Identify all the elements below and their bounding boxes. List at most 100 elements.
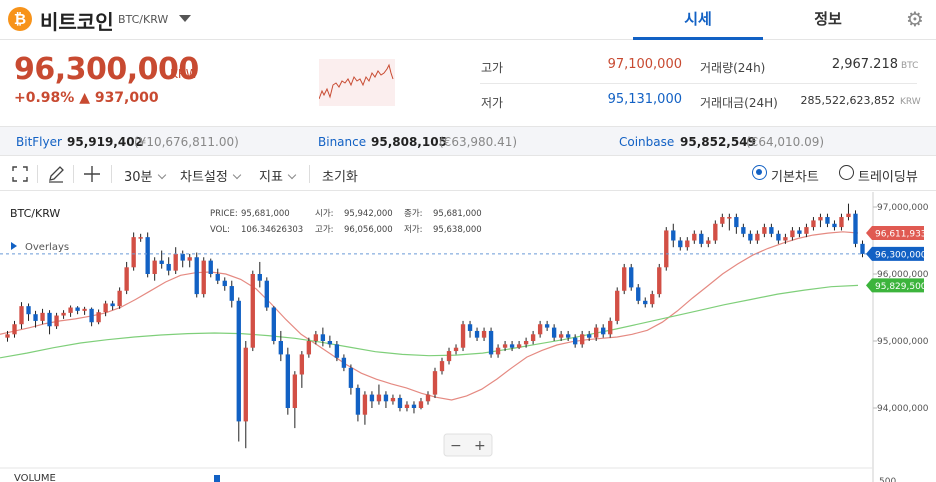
candle <box>474 330 480 338</box>
candle <box>47 312 52 327</box>
candle <box>530 334 536 341</box>
fullscreen-icon[interactable] <box>12 166 28 182</box>
candle <box>713 223 718 241</box>
exchange-name-coinbase[interactable]: Coinbase <box>619 135 675 149</box>
change-amount: ▲ 937,000 <box>79 90 159 106</box>
y-axis-tick: 96,000,000 <box>877 270 929 280</box>
candle <box>292 374 298 408</box>
info-price-label: PRICE: <box>210 209 238 219</box>
candle <box>825 217 830 224</box>
candle <box>797 230 802 234</box>
candle <box>173 253 178 271</box>
candle <box>748 233 753 241</box>
chart-settings-select[interactable]: 차트설정 <box>180 166 242 185</box>
candle <box>832 223 837 228</box>
ma-short-tag: 96,611,933 <box>875 230 927 240</box>
zoom-in-button[interactable]: + <box>474 438 486 454</box>
candle <box>502 344 508 348</box>
candle <box>853 213 858 244</box>
exchange-name-binance[interactable]: Binance <box>318 135 367 149</box>
candle <box>383 394 389 402</box>
candle <box>467 324 473 331</box>
candle <box>720 217 725 224</box>
value-label: 거래대금(24H) <box>700 96 778 110</box>
tradingview-radio[interactable] <box>839 165 854 180</box>
candle <box>208 260 213 274</box>
tab-info[interactable]: 정보 <box>814 10 842 28</box>
indicators-label: 지표 <box>259 170 283 185</box>
candle <box>804 227 809 234</box>
pencil-icon[interactable] <box>47 165 65 183</box>
volume-bar <box>214 475 220 482</box>
ma-long-tag: 95,829,500 <box>875 282 927 292</box>
y-axis-tick: 95,000,000 <box>877 337 929 347</box>
candle <box>138 237 143 239</box>
y-axis-tick: 97,000,000 <box>877 203 929 213</box>
indicators-select[interactable]: 지표 <box>259 166 297 185</box>
info-low-label: 저가: <box>404 225 423 235</box>
reset-button[interactable]: 초기화 <box>322 170 358 185</box>
candle <box>565 334 571 338</box>
exchange-name-bitflyer[interactable]: BitFlyer <box>16 135 62 149</box>
coin-dropdown-icon[interactable] <box>179 15 191 22</box>
candle <box>264 280 269 308</box>
tab-price[interactable]: 시세 <box>633 0 763 40</box>
gear-icon[interactable]: ⚙ <box>906 7 924 31</box>
chevron-down-icon <box>287 170 297 180</box>
crosshair-icon[interactable] <box>83 165 101 183</box>
candle <box>229 286 234 301</box>
candle <box>790 230 795 238</box>
candlestick-chart[interactable]: 97,000,000 96,000,000 95,000,000 94,000,000… <box>0 192 936 482</box>
trade-value-unit: KRW <box>900 97 921 107</box>
candle <box>818 217 823 221</box>
ma-long-tag-bg <box>866 278 924 293</box>
candle <box>369 394 375 402</box>
exchange-foreign-binance: (€63,980.41) <box>439 135 518 149</box>
coin-name[interactable]: 비트코인 <box>40 10 114 34</box>
candle <box>671 230 676 241</box>
candle <box>860 243 865 254</box>
candle <box>579 334 585 345</box>
candle <box>180 253 185 261</box>
chart-toolbar: 30분 차트설정 지표 초기화 기본차트 트레이딩뷰 <box>0 157 936 191</box>
candle <box>755 233 760 241</box>
candle <box>685 240 690 248</box>
exchange-foreign-bitflyer: (¥10,676,811.00) <box>134 135 239 149</box>
candle <box>285 354 291 408</box>
bitcoin-icon: ₿ <box>8 7 32 31</box>
chart-canvas[interactable]: 97,000,000 96,000,000 95,000,000 94,000,000… <box>0 192 936 482</box>
candle <box>334 344 340 358</box>
candle <box>61 312 66 316</box>
candle <box>776 233 781 241</box>
candle <box>390 397 396 402</box>
candle <box>376 394 382 402</box>
candle <box>636 287 641 301</box>
info-low: 95,638,000 <box>433 225 482 235</box>
exchange-price-coinbase: 95,852,549 <box>680 135 756 149</box>
candle <box>159 260 164 264</box>
candle <box>572 337 578 345</box>
basic-chart-radio[interactable] <box>752 165 767 180</box>
candle <box>152 260 157 274</box>
candle <box>650 294 655 305</box>
tradingview-label[interactable]: 트레이딩뷰 <box>858 170 918 185</box>
candle <box>40 312 45 321</box>
candle <box>481 330 487 338</box>
overlays-label[interactable]: Overlays <box>25 242 69 253</box>
toolbar-divider <box>111 165 112 183</box>
interval-select[interactable]: 30분 <box>124 166 166 185</box>
candle <box>594 327 599 338</box>
exchange-price-binance: 95,808,105 <box>371 135 447 149</box>
candle <box>103 303 108 313</box>
play-icon[interactable] <box>11 242 17 250</box>
candle <box>769 227 774 234</box>
exchange-bar: BitFlyer 95,919,402 (¥10,676,811.00) Bin… <box>0 126 936 156</box>
candle <box>734 217 739 228</box>
candle <box>678 240 683 248</box>
high-value: 97,100,000 <box>607 57 682 72</box>
price-summary: 96,300,000 KRW +0.98% ▲ 937,000 고가 97,10… <box>0 41 936 125</box>
candle <box>117 290 122 307</box>
zoom-out-button[interactable]: − <box>450 438 462 454</box>
basic-chart-label[interactable]: 기본차트 <box>771 170 819 185</box>
candle <box>131 237 136 268</box>
